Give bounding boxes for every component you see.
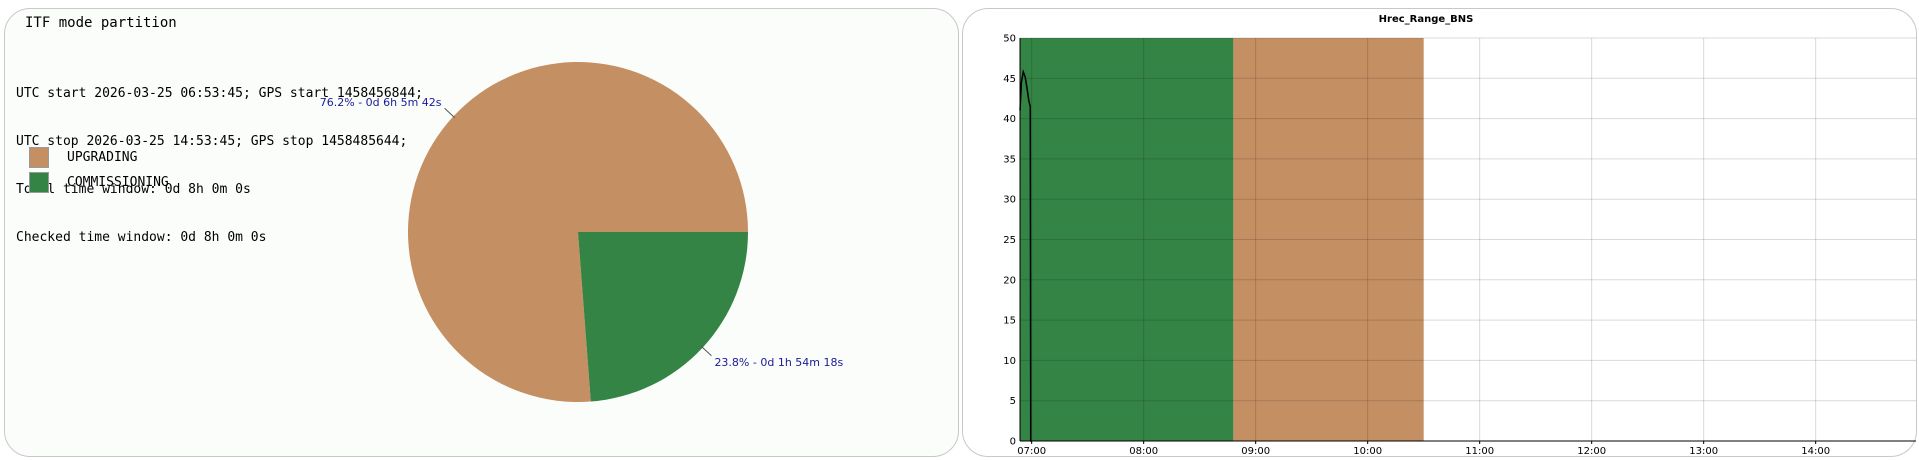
x-tick-label: 14:00	[1801, 446, 1830, 457]
pie-leader-commissioning	[700, 345, 712, 357]
mode-band-upgrading	[1233, 38, 1424, 441]
utc-stop-line: UTC stop 2026-03-25 14:53:45; GPS stop 1…	[16, 134, 408, 149]
legend-label-commissioning: COMMISSIONING	[67, 175, 169, 190]
y-tick-label: 0	[1010, 437, 1016, 448]
y-tick-label: 35	[1003, 154, 1016, 165]
legend-item-upgrading: UPGRADING	[29, 145, 169, 170]
mode-partition-panel: ITF mode partition UTC start 2026-03-25 …	[4, 8, 959, 457]
mode-band-commissioning	[1020, 38, 1234, 441]
utc-start-line: UTC start 2026-03-25 06:53:45; GPS start…	[16, 86, 423, 101]
pie-label-commissioning: 23.8% - 0d 1h 54m 18s	[714, 356, 843, 369]
x-tick-label: 10:00	[1353, 446, 1382, 457]
legend-swatch-commissioning	[29, 172, 49, 193]
series-line-0	[1019, 69, 1032, 442]
legend-item-commissioning: COMMISSIONING	[29, 170, 169, 195]
range-line-chart: Hrec_Range_BNS 0 5 10 15 20 25 30 35 40 45 50 07:00 0…	[1003, 14, 1916, 457]
x-tick-label: 09:00	[1241, 446, 1270, 457]
time-window-info: UTC start 2026-03-25 06:53:45; GPS start…	[16, 54, 423, 278]
pie-legend: UPGRADING COMMISSIONING	[29, 145, 169, 195]
y-tick-label: 50	[1003, 34, 1016, 45]
panel-title: ITF mode partition	[25, 15, 177, 31]
legend-label-upgrading: UPGRADING	[67, 150, 138, 165]
y-tick-label: 40	[1003, 114, 1016, 125]
pie-leader-upgrading	[444, 107, 456, 119]
y-tick-label: 10	[1003, 356, 1016, 367]
x-tick-label: 08:00	[1129, 446, 1158, 457]
x-tick-label: 11:00	[1465, 446, 1494, 457]
x-tick-label: 12:00	[1577, 446, 1606, 457]
x-tick-label: 13:00	[1689, 446, 1718, 457]
y-tick-label: 30	[1003, 195, 1016, 206]
y-tick-label: 20	[1003, 275, 1016, 286]
y-tick-label: 25	[1003, 235, 1016, 246]
y-tick-label: 5	[1010, 396, 1016, 407]
legend-swatch-upgrading	[29, 147, 49, 168]
total-time-window-line: Total time window: 0d 8h 0m 0s	[16, 182, 251, 197]
y-tick-label: 45	[1003, 74, 1016, 85]
pie-slice-commissioning	[578, 232, 748, 402]
pie-slice-upgrading	[408, 62, 748, 403]
chart-title: Hrec_Range_BNS	[1379, 14, 1474, 25]
pie-chart: 76.2% - 0d 6h 5m 42s 23.8% - 0d 1h 54m 18…	[320, 62, 844, 403]
x-tick-label: 07:00	[1017, 446, 1046, 457]
pie-label-upgrading: 76.2% - 0d 6h 5m 42s	[320, 96, 442, 109]
checked-time-window-line: Checked time window: 0d 8h 0m 0s	[16, 230, 267, 245]
y-tick-label: 15	[1003, 316, 1016, 327]
range-chart-panel: Hrec_Range_BNS 0 5 10 15 20 25 30 35 40 45 50 07:00 0…	[962, 8, 1917, 457]
